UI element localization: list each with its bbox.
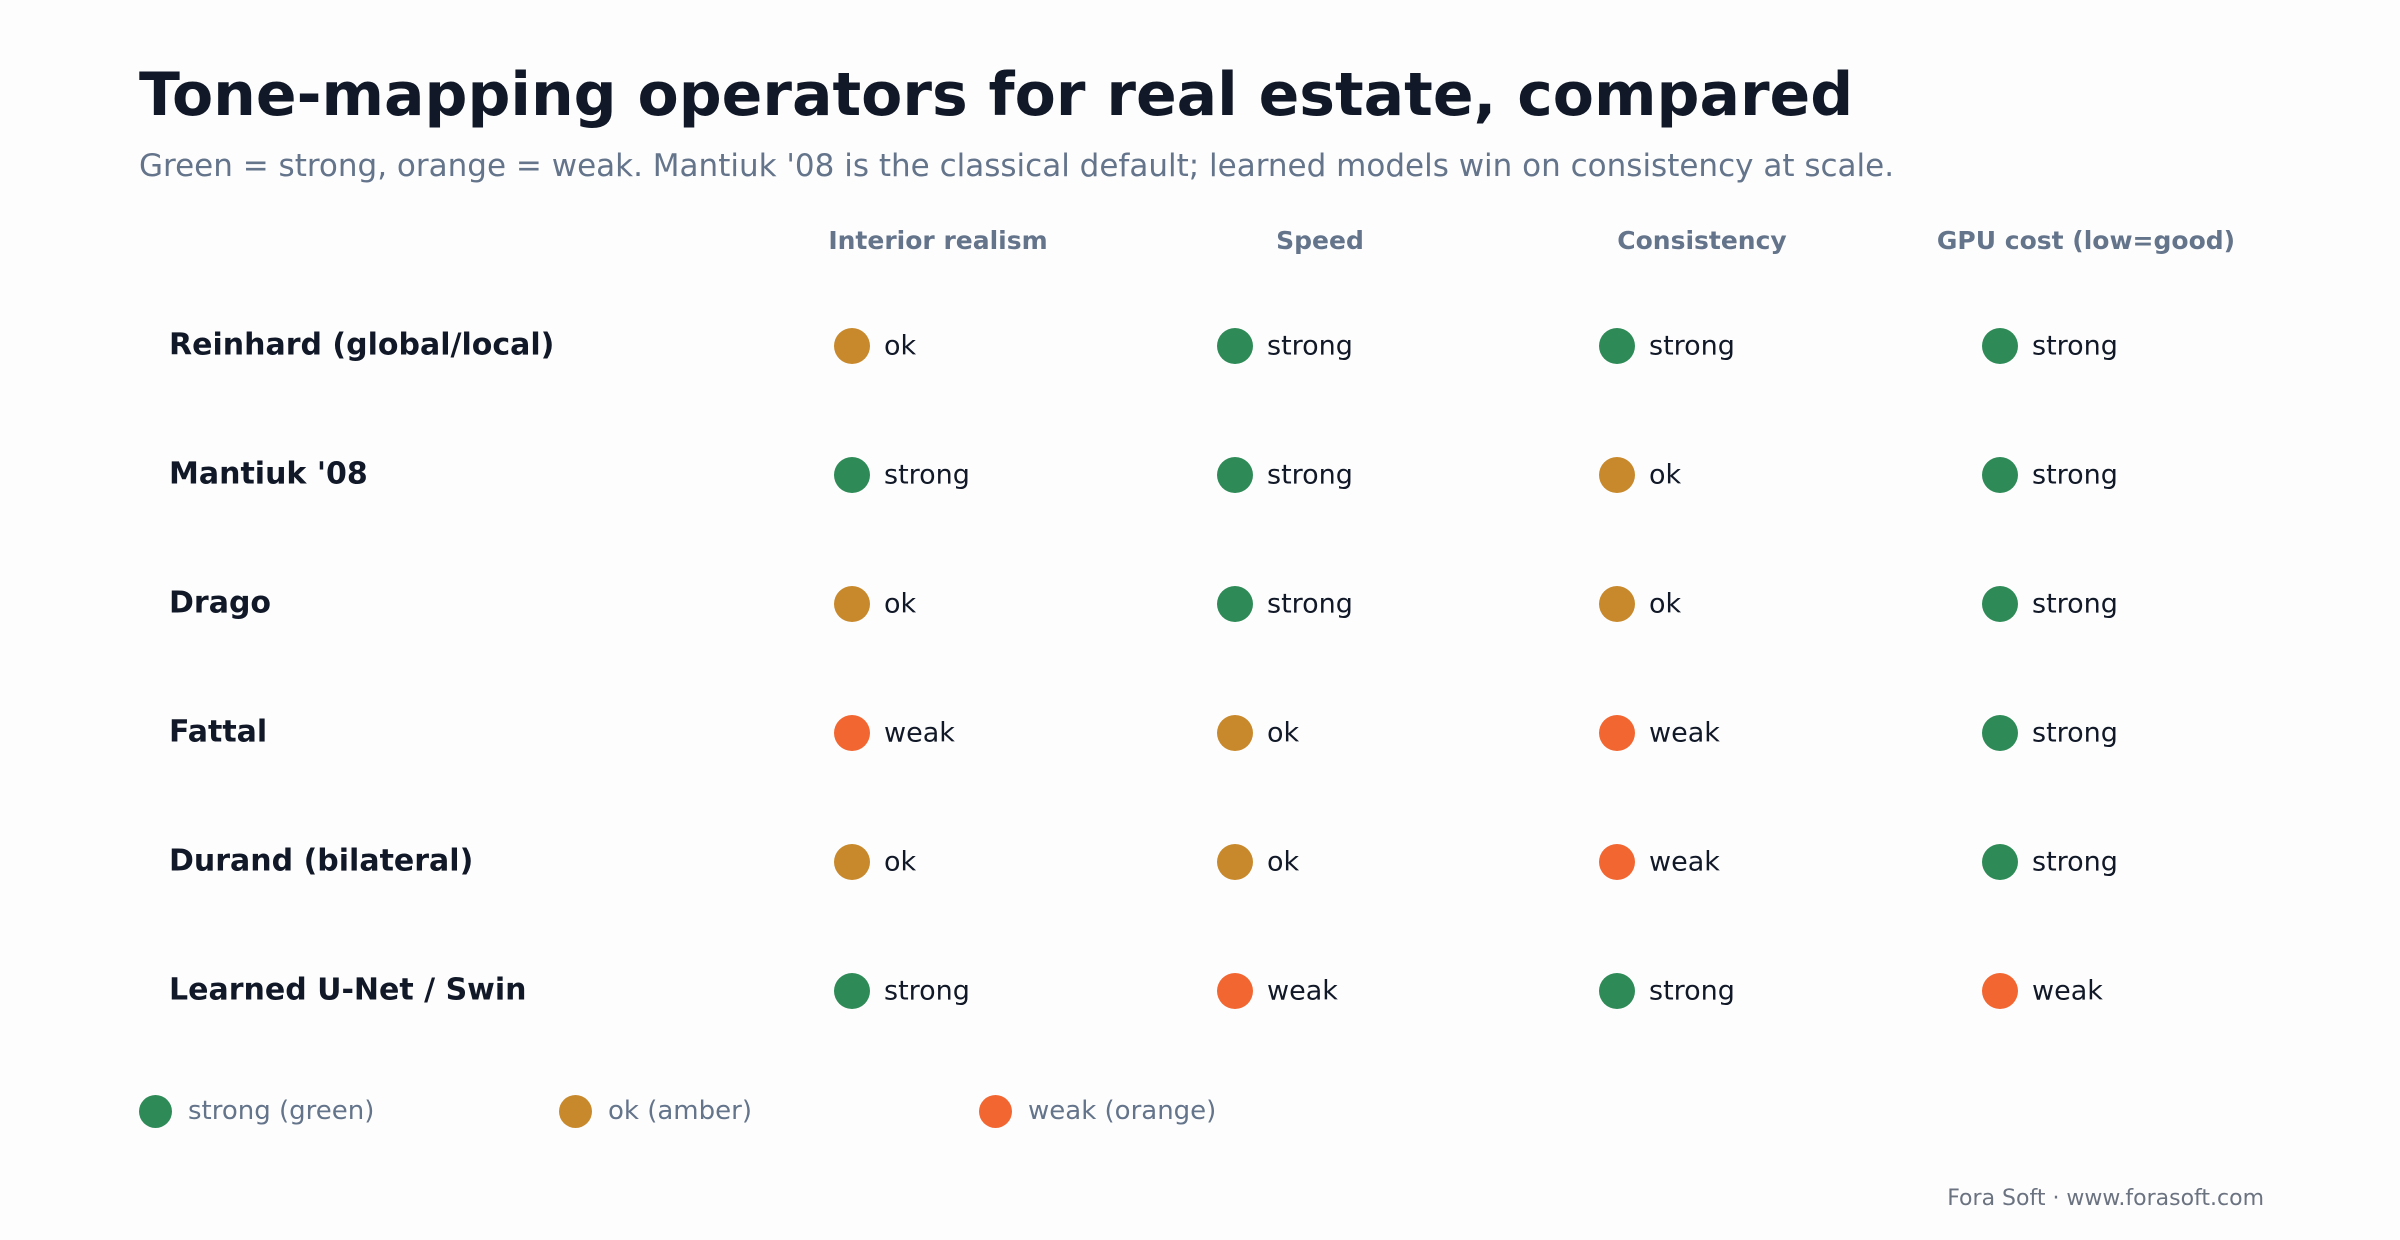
legend-label: ok (amber) xyxy=(608,1096,752,1126)
row-label: Mantiuk '08 xyxy=(169,457,368,492)
legend-swatch-ok xyxy=(559,1094,592,1128)
legend: strong (green) ok (amber) weak (orange) xyxy=(139,1093,1399,1129)
legend-item-ok: ok (amber) xyxy=(559,1094,979,1128)
column-header: Consistency xyxy=(1617,226,1786,255)
rating-dot-ok xyxy=(1599,586,1635,622)
chart-title: Tone-mapping operators for real estate, … xyxy=(139,60,1854,130)
column-header: Speed xyxy=(1276,226,1364,255)
column-header: Interior realism xyxy=(828,226,1047,255)
chart-subtitle: Green = strong, orange = weak. Mantiuk '… xyxy=(139,148,1895,184)
rating-dot-weak xyxy=(1982,973,2018,1009)
legend-swatch-strong xyxy=(139,1094,172,1128)
legend-item-weak: weak (orange) xyxy=(979,1094,1399,1128)
rating-dot-ok xyxy=(1217,844,1253,880)
rating-dot-weak xyxy=(834,715,870,751)
rating-dot-ok xyxy=(834,586,870,622)
rating-dot-strong xyxy=(1599,973,1635,1009)
rating-label: strong xyxy=(1267,589,1353,620)
rating-dot-weak xyxy=(1599,844,1635,880)
rating-label: ok xyxy=(1267,718,1300,749)
rating-dot-ok xyxy=(834,328,870,364)
row-label: Fattal xyxy=(169,715,267,750)
row-label: Drago xyxy=(169,586,271,621)
rating-label: strong xyxy=(2032,847,2118,878)
rating-label: weak xyxy=(2032,976,2103,1007)
rating-label: strong xyxy=(1649,976,1735,1007)
rating-dot-strong xyxy=(1982,715,2018,751)
rating-dot-strong xyxy=(1982,844,2018,880)
rating-label: strong xyxy=(1649,331,1735,362)
row-label: Learned U-Net / Swin xyxy=(169,973,527,1008)
rating-label: strong xyxy=(884,460,970,491)
legend-swatch-weak xyxy=(979,1094,1012,1128)
rating-label: ok xyxy=(884,331,917,362)
rating-label: strong xyxy=(2032,460,2118,491)
rating-dot-strong xyxy=(1599,328,1635,364)
rating-dot-ok xyxy=(834,844,870,880)
footer-credit: Fora Soft · www.forasoft.com xyxy=(1947,1186,2264,1211)
rating-label: weak xyxy=(884,718,955,749)
rating-label: ok xyxy=(884,847,917,878)
rating-dot-strong xyxy=(834,457,870,493)
rating-label: weak xyxy=(1649,718,1720,749)
rating-dot-weak xyxy=(1217,973,1253,1009)
rating-label: strong xyxy=(2032,331,2118,362)
rating-label: weak xyxy=(1649,847,1720,878)
rating-dot-strong xyxy=(1217,586,1253,622)
rating-dot-ok xyxy=(1217,715,1253,751)
rating-dot-strong xyxy=(1982,328,2018,364)
column-header: GPU cost (low=good) xyxy=(1937,226,2235,255)
rating-dot-strong xyxy=(1217,457,1253,493)
rating-dot-strong xyxy=(1982,457,2018,493)
rating-label: strong xyxy=(1267,460,1353,491)
rating-label: strong xyxy=(2032,718,2118,749)
legend-label: strong (green) xyxy=(188,1096,375,1126)
rating-dot-strong xyxy=(1982,586,2018,622)
rating-dot-ok xyxy=(1599,457,1635,493)
rating-label: weak xyxy=(1267,976,1338,1007)
rating-label: ok xyxy=(1267,847,1300,878)
rating-label: ok xyxy=(1649,460,1682,491)
rating-label: strong xyxy=(1267,331,1353,362)
rating-label: ok xyxy=(1649,589,1682,620)
rating-dot-strong xyxy=(834,973,870,1009)
comparison-matrix: Interior realism Speed Consistency GPU cost… xyxy=(169,226,2235,1009)
legend-item-strong: strong (green) xyxy=(139,1094,559,1128)
legend-label: weak (orange) xyxy=(1028,1096,1217,1126)
rating-dot-weak xyxy=(1599,715,1635,751)
row-label: Reinhard (global/local) xyxy=(169,328,554,363)
rating-label: ok xyxy=(884,589,917,620)
row-label: Durand (bilateral) xyxy=(169,844,473,879)
rating-label: strong xyxy=(884,976,970,1007)
rating-dot-strong xyxy=(1217,328,1253,364)
rating-label: strong xyxy=(2032,589,2118,620)
